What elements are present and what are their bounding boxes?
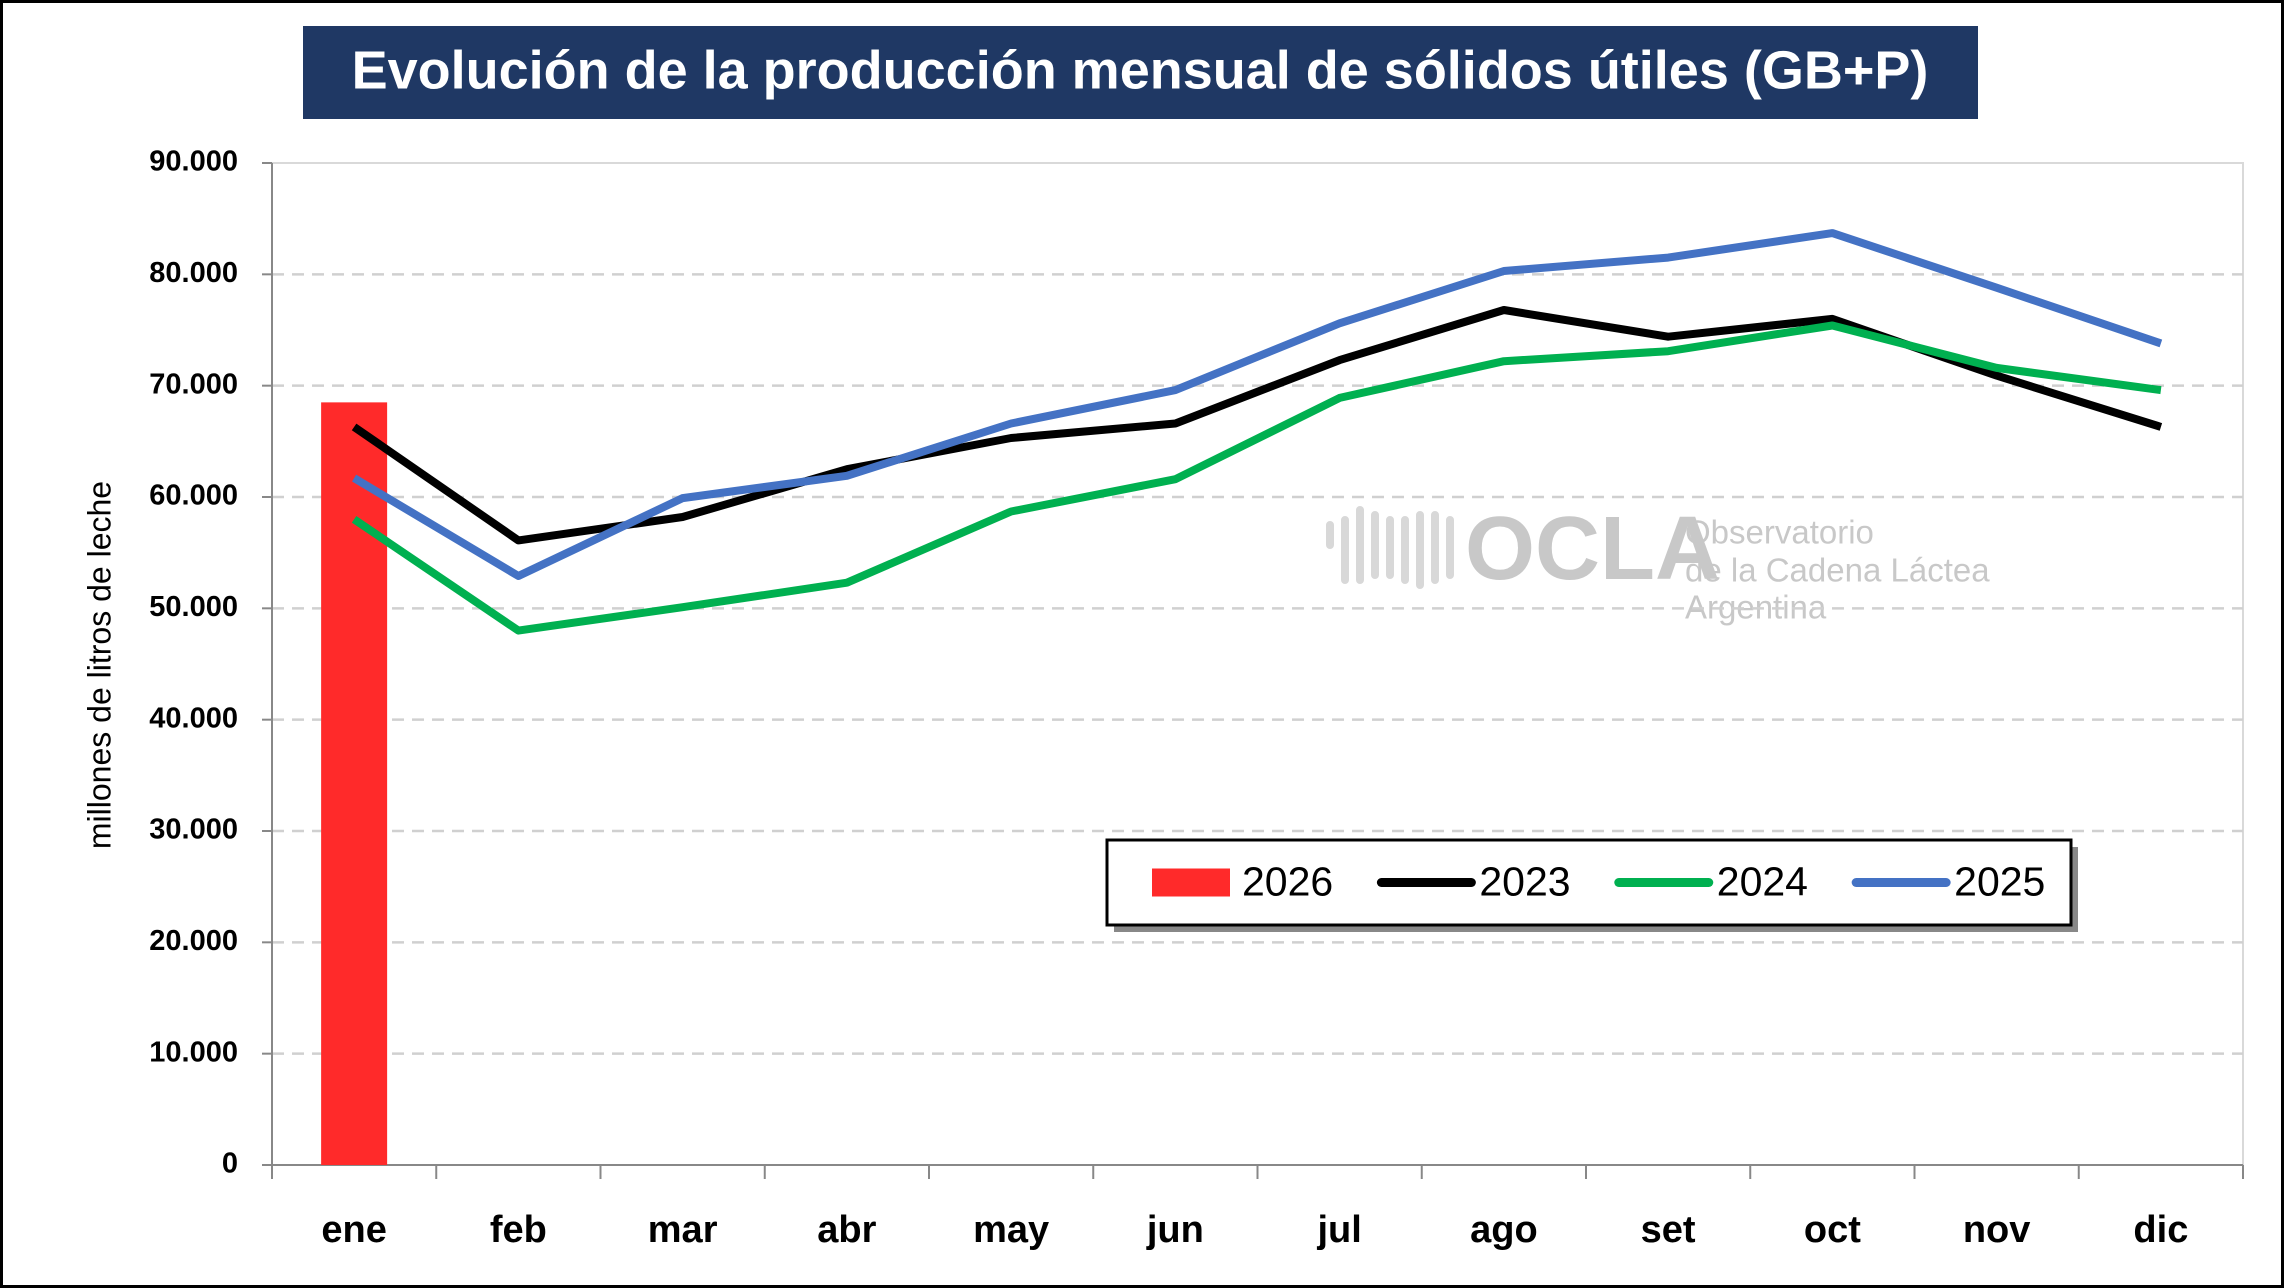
watermark-icon xyxy=(1326,506,1454,589)
y-tick-label: 90.000 xyxy=(149,146,238,178)
legend-label: 2023 xyxy=(1479,858,1570,904)
x-tick-label: jun xyxy=(1146,1209,1204,1251)
legend-label: 2025 xyxy=(1954,858,2045,904)
y-tick-label: 0 xyxy=(222,1148,238,1180)
legend-label: 2026 xyxy=(1242,858,1333,904)
x-tick-label: mar xyxy=(648,1209,718,1251)
watermark-logo: OCLA xyxy=(1465,499,1720,599)
x-tick-label: abr xyxy=(817,1209,876,1251)
legend-swatch xyxy=(1152,868,1230,897)
y-axis-label: millones de litros de leche xyxy=(81,481,117,849)
y-tick-label: 80.000 xyxy=(149,257,238,289)
y-tick-label: 60.000 xyxy=(149,480,238,512)
x-tick-label: ene xyxy=(321,1209,386,1251)
watermark-text: Observatorio xyxy=(1685,514,1874,551)
x-tick-label: jul xyxy=(1316,1209,1361,1251)
x-tick-label: may xyxy=(973,1209,1049,1251)
chart-title: Evolución de la producción mensual de só… xyxy=(352,40,1929,100)
y-tick-label: 20.000 xyxy=(149,925,238,957)
bar xyxy=(321,402,388,1165)
x-tick-label: dic xyxy=(2133,1209,2188,1251)
x-tick-label: feb xyxy=(490,1209,547,1251)
line xyxy=(351,306,2163,545)
line xyxy=(351,321,2162,635)
y-tick-label: 30.000 xyxy=(149,814,238,846)
line xyxy=(352,229,2163,580)
y-tick-label: 50.000 xyxy=(149,591,238,623)
x-tick-label: set xyxy=(1641,1209,1696,1251)
title-box xyxy=(303,26,1978,119)
watermark-text: de la Cadena Láctea xyxy=(1685,552,1990,589)
y-tick-label: 70.000 xyxy=(149,368,238,400)
x-tick-label: nov xyxy=(1963,1209,2031,1251)
x-tick-label: ago xyxy=(1470,1209,1538,1251)
y-tick-label: 10.000 xyxy=(149,1036,238,1068)
legend: 2026 2023 2024 2025 xyxy=(1105,838,2078,932)
legend-label: 2024 xyxy=(1717,858,1808,904)
x-tick-label: oct xyxy=(1804,1209,1861,1251)
y-tick-label: 40.000 xyxy=(149,702,238,734)
